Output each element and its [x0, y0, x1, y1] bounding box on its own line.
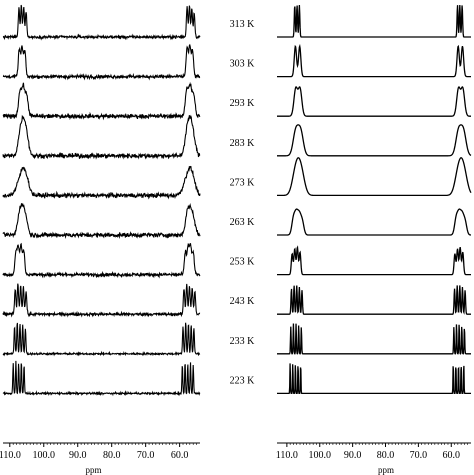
temperature-label: 243 K [230, 296, 256, 307]
simulated-x-tick-label: 110.0 [276, 450, 298, 461]
experimental-x-axis-label: ppm [85, 465, 101, 475]
experimental-spectrum-253k [2, 242, 201, 279]
experimental-x-tick-label: 110.0 [0, 450, 21, 461]
experimental-spectrum-283k [2, 114, 201, 160]
experimental-spectrum-313k [2, 4, 201, 41]
simulated-x-tick-label: 80.0 [377, 450, 395, 461]
experimental-spectra-panel: 110.0 100.0 90.0 80.0 70.0 60.0 ppm [0, 4, 201, 475]
experimental-spectrum-273k [2, 165, 201, 200]
simulated-spectrum-293k [277, 86, 471, 117]
temperature-label: 253 K [230, 257, 256, 268]
simulated-x-tick-label: 70.0 [410, 450, 428, 461]
experimental-spectrum-293k [2, 81, 201, 121]
simulated-spectrum-303k [277, 43, 471, 78]
simulated-spectrum-283k [277, 124, 472, 157]
simulated-spectrum-243k [277, 285, 471, 315]
temperature-label: 293 K [230, 98, 256, 109]
temperature-label: 223 K [230, 375, 256, 386]
experimental-spectrum-263k [2, 203, 201, 240]
simulated-spectrum-233k [277, 323, 471, 355]
experimental-spectrum-233k [2, 322, 201, 357]
simulated-spectrum-263k [277, 208, 472, 236]
simulated-spectra-panel: 110.0 100.0 90.0 80.0 70.0 60.0 ppm [276, 4, 472, 475]
temperature-label: 303 K [230, 59, 256, 70]
experimental-spectrum-223k [2, 360, 201, 397]
simulated-x-tick-label: 100.0 [308, 450, 331, 461]
simulated-spectrum-273k [277, 157, 472, 197]
experimental-x-tick-label: 70.0 [137, 450, 155, 461]
temperature-label: 313 K [230, 19, 256, 30]
experimental-x-tick-label: 80.0 [103, 450, 121, 461]
experimental-x-tick-label: 60.0 [171, 450, 189, 461]
temperature-label: 233 K [230, 336, 256, 347]
experimental-spectrum-303k [2, 43, 201, 81]
temperature-label: 273 K [230, 177, 256, 188]
simulated-x-tick-label: 90.0 [344, 450, 362, 461]
simulated-spectrum-253k [277, 245, 471, 276]
temperature-labels: 313 K 303 K 293 K 283 K 273 K 263 K 253 K 243 K… [230, 19, 256, 386]
simulated-spectrum-223k [277, 363, 471, 395]
experimental-x-tick-label: 90.0 [69, 450, 87, 461]
simulated-x-axis-label: ppm [378, 465, 394, 475]
experimental-x-tick-label: 100.0 [33, 450, 56, 461]
temperature-label: 283 K [230, 138, 256, 149]
simulated-spectrum-313k [277, 4, 471, 38]
experimental-spectrum-243k [2, 283, 201, 318]
simulated-x-tick-label: 60.0 [443, 450, 461, 461]
temperature-label: 263 K [230, 217, 256, 228]
